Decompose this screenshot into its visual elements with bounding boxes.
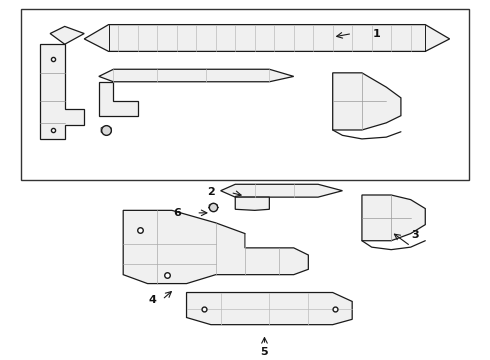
Bar: [21, 9, 469, 180]
Text: 1: 1: [373, 28, 380, 39]
Text: 5: 5: [261, 347, 269, 357]
Polygon shape: [187, 293, 352, 325]
Polygon shape: [235, 197, 270, 210]
Polygon shape: [40, 44, 84, 139]
Polygon shape: [220, 184, 343, 197]
Polygon shape: [362, 195, 425, 241]
Polygon shape: [123, 210, 308, 284]
Text: 2: 2: [207, 188, 215, 198]
Polygon shape: [50, 26, 84, 44]
Polygon shape: [84, 24, 450, 51]
Polygon shape: [99, 69, 294, 82]
Polygon shape: [99, 82, 138, 116]
Text: 3: 3: [412, 230, 419, 240]
Text: 4: 4: [148, 295, 156, 305]
Text: 6: 6: [173, 208, 181, 218]
Polygon shape: [333, 73, 401, 130]
